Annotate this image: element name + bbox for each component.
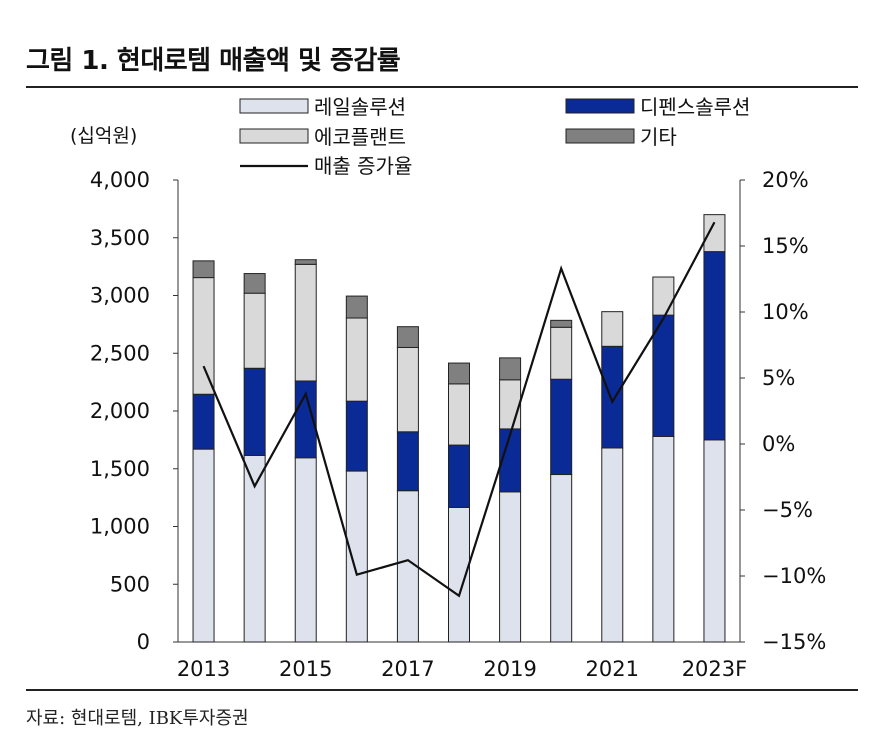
y-right-tick-label: 10% (762, 300, 809, 324)
y-left-tick-label: 3,000 (90, 284, 150, 308)
bar-segment-other (499, 357, 522, 381)
bar-segment-other (448, 362, 470, 385)
bar-segment-eco (703, 214, 726, 253)
x-tick-label: 2021 (586, 657, 639, 681)
y-right-tick-label: 0% (762, 432, 795, 456)
bar-segment-other (550, 319, 573, 328)
y-left-tick-label: 4,000 (90, 168, 150, 192)
bar-segment-defense (448, 444, 470, 508)
bar-segment-rail (345, 470, 368, 643)
x-tick-label: 2013 (177, 657, 230, 681)
bar-segment-defense (243, 367, 266, 456)
bar-segment-rail (499, 491, 522, 643)
bar-segment-eco (243, 292, 266, 369)
bar-segment-rail (550, 474, 573, 643)
bar-segment-rail (192, 448, 215, 643)
bar-segment-defense (601, 345, 624, 449)
bar-segment-defense (192, 393, 215, 450)
y-left-tick-label: 0 (137, 630, 150, 654)
legend-swatch-defense (565, 98, 635, 114)
y-left-tick-label: 2,000 (90, 399, 150, 423)
legend-label-rail: 레일솔루션 (314, 95, 406, 119)
x-tick-label: 2015 (279, 657, 332, 681)
y-right-tick-label: −10% (762, 564, 826, 588)
y-left-tick-label: 1,500 (90, 457, 150, 481)
bar-segment-other (192, 260, 215, 279)
bar-segment-eco (396, 346, 419, 433)
legend-label-other: 기타 (640, 125, 677, 149)
bar-segment-rail (294, 457, 317, 643)
bar-segment-rail (652, 435, 675, 643)
bottom-rule (26, 689, 858, 691)
legend-swatch-rail (239, 98, 309, 114)
bar-segment-eco (601, 311, 624, 347)
legend-label-growth: 매출 증가율 (314, 154, 412, 178)
x-tick-label: 2023F (682, 657, 748, 681)
y-right-tick-label: 5% (762, 366, 795, 390)
bar-segment-defense (345, 400, 368, 472)
source-note: 자료: 현대로템, IBK투자증권 (26, 708, 249, 729)
legend-label-eco: 에코플랜트 (314, 125, 406, 149)
bar-segment-defense (703, 251, 726, 441)
bar-segment-other (345, 295, 368, 319)
y-right-tick-label: −15% (762, 630, 826, 654)
y-right-tick-label: −5% (762, 498, 813, 522)
bar-segment-other (243, 273, 266, 294)
y-left-tick-label: 1,000 (90, 515, 150, 539)
bar-segment-defense (652, 314, 675, 437)
y-left-tick-label: 3,500 (90, 226, 150, 250)
bar-segment-eco (294, 263, 317, 382)
y-left-tick-label: 2,500 (90, 341, 150, 365)
legend-swatch-eco (239, 128, 309, 144)
top-rule (26, 86, 858, 88)
y-right-tick-label: 20% (762, 168, 809, 192)
y-left-tick-label: 500 (110, 572, 150, 596)
x-tick-label: 2019 (483, 657, 536, 681)
bar-segment-rail (601, 447, 624, 643)
bar-segment-rail (703, 439, 726, 643)
legend-swatch-other (565, 128, 635, 144)
chart-title: 그림 1. 현대로템 매출액 및 증감률 (26, 46, 401, 76)
bar-segment-eco (499, 379, 522, 430)
x-tick-label: 2017 (381, 657, 434, 681)
bar-segment-defense (550, 378, 573, 476)
bar-segment-eco (345, 317, 368, 402)
bar-segment-eco (192, 277, 215, 395)
bar-segment-eco (448, 383, 470, 446)
legend-label-defense: 디펜스솔루션 (640, 95, 750, 119)
bar-segment-other (396, 326, 419, 348)
y-right-tick-label: 15% (762, 234, 809, 258)
bar-segment-other (294, 259, 317, 265)
bar-segment-eco (652, 276, 675, 316)
bar-segment-defense (396, 431, 419, 492)
y-unit-label: (십억원) (70, 125, 137, 147)
bar-segment-eco (550, 326, 573, 380)
